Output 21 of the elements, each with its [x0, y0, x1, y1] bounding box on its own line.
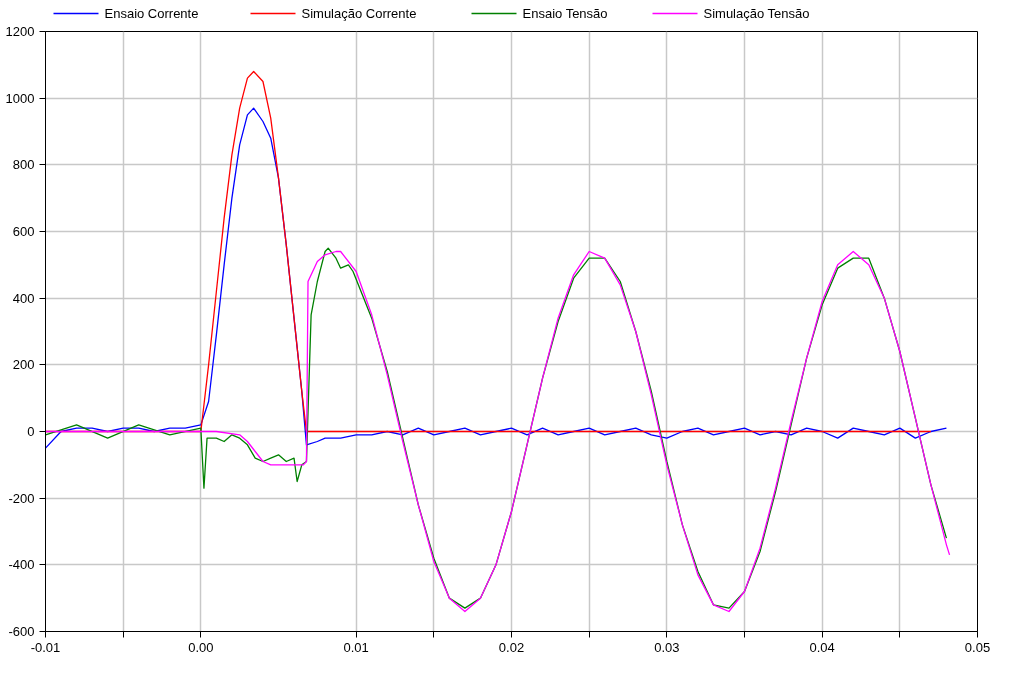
legend-label: Simulação Tensão: [703, 6, 810, 21]
legend-label: Ensaio Tensão: [522, 6, 608, 21]
x-tick-label: 0.01: [343, 639, 369, 655]
x-tick-label: 0.05: [964, 639, 991, 655]
y-tick-label: 800: [12, 157, 35, 173]
x-tick-label: 0.04: [809, 639, 835, 655]
y-tick-label: 400: [12, 290, 35, 306]
y-tick-label: 1000: [5, 90, 35, 106]
y-tick-label: -200: [8, 490, 35, 506]
x-tick-label: 0.03: [654, 639, 680, 655]
y-tick-label: 200: [12, 357, 35, 373]
y-tick-label: 600: [12, 224, 35, 239]
y-tick-label: 1200: [5, 24, 35, 39]
text: 0.00: [188, 639, 214, 655]
y-tick-label: -400: [8, 557, 35, 573]
y-tick-label: -600: [8, 624, 35, 639]
y-tick-label: 0: [27, 424, 35, 439]
x-tick-label: 0.02: [498, 639, 525, 655]
legend-label: Simulação Corrente: [301, 6, 417, 21]
x-tick-label: -0.01: [30, 639, 61, 655]
legend-label: Ensaio Corrente: [104, 6, 199, 21]
